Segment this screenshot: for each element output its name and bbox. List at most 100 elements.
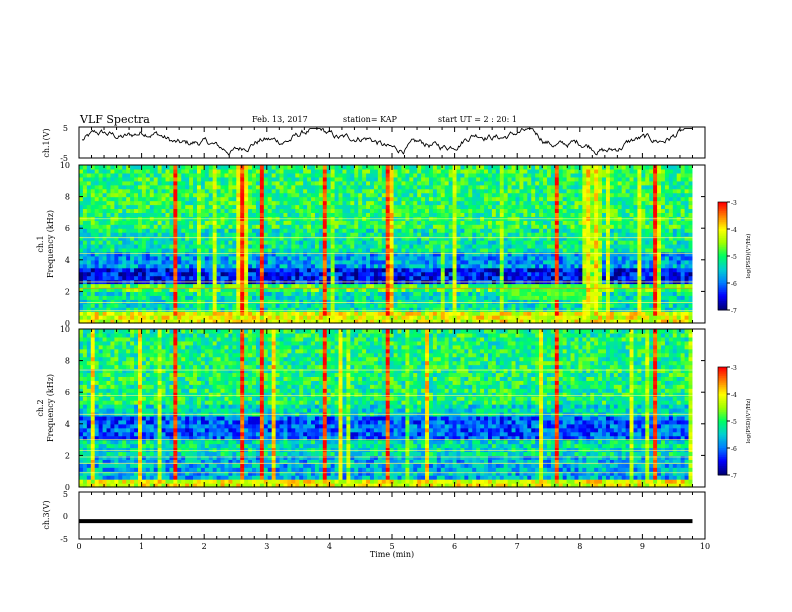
spectrogram-cell xyxy=(409,236,414,241)
spectrogram-cell xyxy=(476,184,481,190)
spectrogram-cell xyxy=(539,192,544,198)
spectrogram-cell xyxy=(350,307,355,312)
spectrogram-cell xyxy=(550,271,556,277)
spectrogram-cell xyxy=(224,263,230,269)
spectrogram-cell xyxy=(122,228,127,233)
spectrogram-cell xyxy=(511,240,517,245)
spectrogram-cell xyxy=(110,168,115,174)
spectrogram-cell xyxy=(161,259,167,265)
spectrogram-cell xyxy=(515,267,521,273)
spectrogram-cell xyxy=(181,303,186,308)
spectrogram-cell xyxy=(263,196,269,202)
spectrogram-cell xyxy=(110,247,115,253)
spectrogram-cell xyxy=(110,244,115,249)
spectrogram-cell xyxy=(381,168,387,174)
spectrogram-cell xyxy=(90,299,96,304)
spectrogram-cell xyxy=(491,236,497,241)
spectrogram-cell xyxy=(322,303,328,308)
spectrogram-cell xyxy=(283,259,289,265)
spectrogram-cell xyxy=(350,315,355,320)
spectrogram-cell xyxy=(102,228,108,233)
spectrogram-cell xyxy=(342,244,348,249)
spectrogram-cell xyxy=(562,275,568,281)
spectrogram-cell xyxy=(543,311,548,316)
spectrogram-cell xyxy=(126,240,131,245)
spectrogram-cell xyxy=(511,192,517,198)
spectrogram-cell xyxy=(114,228,119,233)
spectrogram-cell xyxy=(543,208,548,213)
spectrogram-cell xyxy=(255,172,261,178)
spectrogram-cell xyxy=(417,251,422,257)
spectrogram-cell xyxy=(244,240,249,245)
spectrogram-cell xyxy=(432,307,438,312)
spectrogram-cell xyxy=(362,232,367,237)
spectrogram-cell xyxy=(558,172,564,178)
spectrogram-cell xyxy=(145,184,151,190)
spectrogram-cell xyxy=(157,307,163,312)
spectrogram-cell xyxy=(531,271,536,277)
spectrogram-cell xyxy=(495,192,501,198)
spectrogram-cell xyxy=(495,271,501,277)
spectrogram-cell xyxy=(224,228,230,233)
spectrogram-cell xyxy=(444,192,450,198)
spectrogram-cell xyxy=(550,212,556,217)
spectrogram-cell xyxy=(464,255,469,261)
spectrogram-cell xyxy=(98,299,104,304)
spectrogram-cell xyxy=(330,299,336,304)
spectrogram-cell xyxy=(484,299,489,304)
spectrogram-cell xyxy=(307,196,312,202)
spectrogram-cell xyxy=(440,196,446,202)
spectrogram-cell xyxy=(86,295,92,300)
spectrogram-cell xyxy=(295,208,300,213)
spectrogram-cell xyxy=(401,295,406,300)
spectrogram-cell xyxy=(507,247,513,253)
spectrogram-cell xyxy=(267,299,273,304)
spectrogram-cell xyxy=(236,208,241,213)
spectrogram-cell xyxy=(161,307,167,312)
spectrogram-cell xyxy=(476,220,481,225)
spectrogram-cell xyxy=(169,240,174,245)
spectrogram-cell xyxy=(472,247,477,253)
spectrogram-cell xyxy=(543,299,548,304)
spectrogram-cell xyxy=(464,315,469,320)
spectrogram-cell xyxy=(377,176,383,182)
spectrogram-cell xyxy=(448,267,454,273)
spectrogram-cell xyxy=(279,271,285,277)
spectrogram-cell xyxy=(228,184,233,190)
spectrogram-cell xyxy=(554,212,560,217)
spectrogram-cell xyxy=(401,220,406,225)
spectrogram-cell xyxy=(507,208,513,213)
spectrogram-cell xyxy=(401,188,406,194)
spectrogram-cell xyxy=(79,295,84,300)
spectrogram-cell xyxy=(338,307,344,312)
spectrogram-cell xyxy=(82,251,88,257)
spectrogram-cell xyxy=(366,168,371,174)
spectrogram-cell xyxy=(259,311,265,316)
spectrogram-cell xyxy=(444,180,450,186)
spectrogram-cell xyxy=(354,255,359,261)
spectrogram-cell xyxy=(550,244,556,249)
spectrogram-cell xyxy=(358,299,363,304)
spectrogram-cell xyxy=(224,267,230,273)
spectrogram-cell xyxy=(350,275,355,281)
spectrogram-cell xyxy=(279,315,285,320)
spectrogram-cell xyxy=(456,315,462,320)
spectrogram-cell xyxy=(307,283,312,289)
spectrogram-cell xyxy=(452,220,458,225)
spectrogram-cell xyxy=(244,295,249,300)
spectrogram-cell xyxy=(291,311,296,316)
spectrogram-cell xyxy=(82,283,88,289)
spectrogram-cell xyxy=(177,303,182,308)
spectrogram-cell xyxy=(523,232,528,237)
spectrogram-cell xyxy=(181,180,186,186)
spectrogram-cell xyxy=(385,295,391,300)
spectrogram-cell xyxy=(491,319,497,324)
spectrogram-cell xyxy=(259,267,265,273)
spectrogram-cell xyxy=(334,236,340,241)
spectrogram-cell xyxy=(153,165,159,170)
spectrogram-cell xyxy=(275,287,281,292)
spectrogram-cell xyxy=(389,168,395,174)
spectrogram-cell xyxy=(130,244,135,249)
spectrogram-cell xyxy=(314,259,320,265)
spectrogram-cell xyxy=(468,240,473,245)
